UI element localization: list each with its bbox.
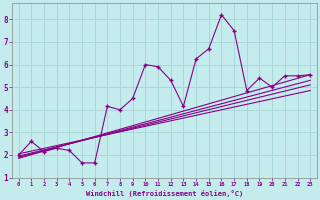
X-axis label: Windchill (Refroidissement éolien,°C): Windchill (Refroidissement éolien,°C) [86, 190, 243, 197]
